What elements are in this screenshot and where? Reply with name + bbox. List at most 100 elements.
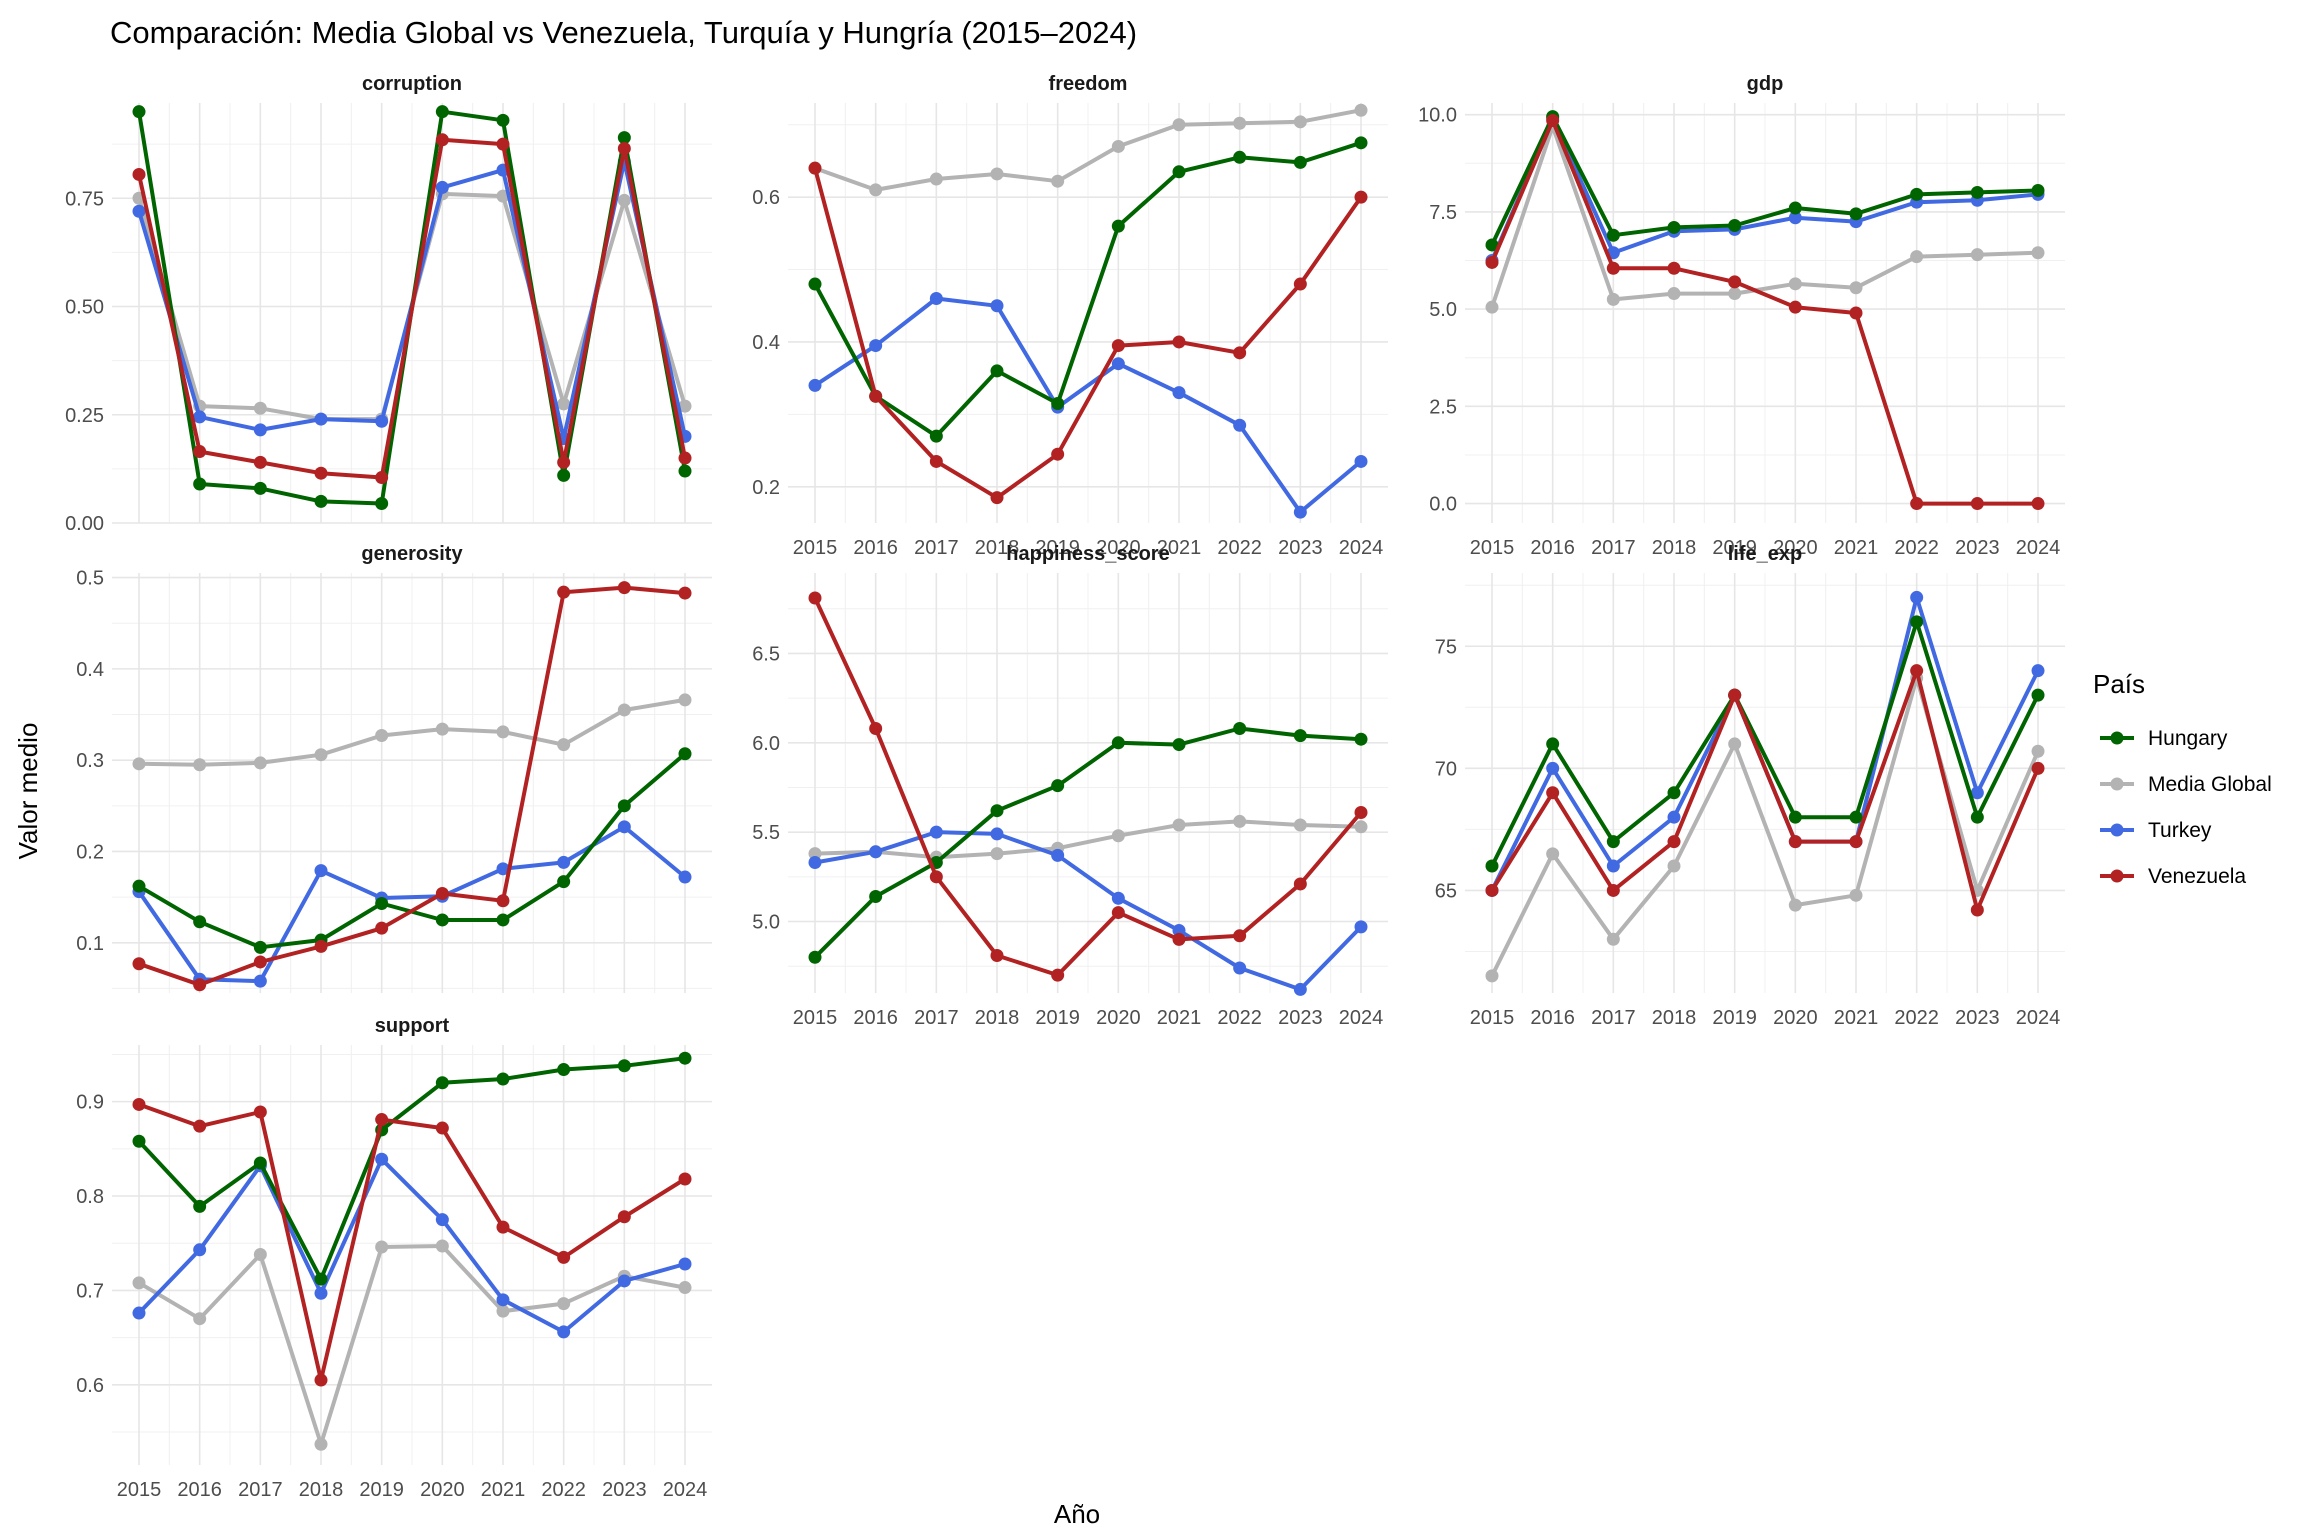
data-point (557, 875, 571, 889)
data-point (1233, 418, 1247, 432)
panel-title: happiness_score (1006, 543, 1169, 565)
data-point (1849, 888, 1863, 902)
data-point (1485, 300, 1499, 314)
data-point (1910, 187, 1924, 201)
data-point (193, 758, 207, 772)
panel-title: support (375, 1015, 450, 1037)
y-tick-label: 5.0 (1429, 299, 1457, 321)
panel-title: life_exp (1728, 543, 1802, 565)
legend-key-point (2110, 869, 2124, 883)
legend-label: Turkey (2148, 819, 2212, 842)
y-tick-label: 0.6 (752, 187, 780, 209)
data-point (1970, 903, 1984, 917)
x-tick-label: 2015 (117, 1479, 162, 1501)
y-tick-label: 0.4 (76, 659, 104, 681)
data-point (193, 915, 207, 929)
data-point (1354, 732, 1368, 746)
x-tick-label: 2018 (975, 1007, 1020, 1029)
panel-grid (1465, 103, 2065, 523)
data-point (253, 756, 267, 770)
data-point (617, 141, 631, 155)
series-line (814, 830, 1363, 992)
data-point (1546, 847, 1560, 861)
data-point (678, 464, 692, 478)
data-point (617, 703, 631, 717)
data-point (435, 1213, 449, 1227)
series-line (1490, 114, 2039, 246)
series-line (1490, 668, 2040, 912)
data-point (2031, 497, 2045, 511)
data-point (1667, 287, 1681, 301)
data-point (1172, 118, 1186, 132)
x-tick-label: 2020 (1096, 1007, 1141, 1029)
panel-grid (112, 573, 712, 993)
data-point (496, 137, 510, 151)
data-point (1667, 810, 1681, 824)
chart-title: Comparación: Media Global vs Venezuela, … (110, 15, 1137, 50)
data-point (132, 757, 146, 771)
data-point (1728, 688, 1742, 702)
data-point (1788, 835, 1802, 849)
data-point (678, 747, 692, 761)
data-point (557, 1325, 571, 1339)
series-media-global (808, 103, 1368, 197)
data-point (808, 277, 822, 291)
panel-title: gdp (1747, 73, 1784, 95)
data-point (808, 950, 822, 964)
data-point (1172, 738, 1186, 752)
x-tick-label: 2018 (1652, 1007, 1697, 1029)
data-point (557, 738, 571, 752)
y-tick-label: 0.75 (65, 188, 104, 210)
x-tick-label: 2019 (1035, 1007, 1080, 1029)
data-point (990, 167, 1004, 181)
data-point (1910, 590, 1924, 604)
data-point (869, 339, 883, 353)
data-point (1485, 859, 1499, 873)
data-point (1970, 248, 1984, 262)
data-point (1111, 891, 1125, 905)
series-turkey (808, 825, 1368, 996)
data-point (1354, 136, 1368, 150)
data-point (808, 378, 822, 392)
data-point (435, 133, 449, 147)
x-tick-label: 2024 (2016, 537, 2061, 559)
data-point (1172, 818, 1186, 832)
x-tick-label: 2022 (541, 1479, 586, 1501)
series-line (138, 585, 686, 987)
y-tick-label: 10.0 (1418, 105, 1457, 127)
x-tick-label: 2021 (1834, 1007, 1879, 1029)
data-point (193, 477, 207, 491)
series-venezuela (1485, 664, 2045, 917)
data-point (1293, 505, 1307, 519)
data-point (1485, 883, 1499, 897)
data-point (1728, 737, 1742, 751)
data-point (678, 1172, 692, 1186)
y-tick-label: 0.0 (1429, 494, 1457, 516)
data-point (435, 1121, 449, 1135)
data-point (435, 1076, 449, 1090)
data-point (557, 455, 571, 469)
x-tick-label: 2016 (853, 537, 898, 559)
series-media-global (808, 814, 1368, 864)
data-point (678, 399, 692, 413)
data-point (1485, 969, 1499, 983)
series-media-global (132, 693, 692, 772)
series-venezuela (808, 161, 1368, 505)
x-tick-label: 2020 (1773, 537, 1818, 559)
data-point (1910, 615, 1924, 629)
data-point (1293, 115, 1307, 129)
data-point (1788, 300, 1802, 314)
data-point (617, 799, 631, 813)
data-point (1354, 190, 1368, 204)
data-point (869, 721, 883, 735)
data-point (1667, 220, 1681, 234)
x-tick-label: 2017 (914, 1007, 959, 1029)
data-point (1728, 287, 1742, 301)
data-point (990, 364, 1004, 378)
x-tick-label: 2022 (1894, 1007, 1939, 1029)
data-point (1233, 116, 1247, 130)
y-tick-label: 75 (1435, 636, 1457, 658)
data-point (375, 897, 389, 911)
x-tick-label: 2022 (1217, 537, 1262, 559)
data-point (1546, 114, 1560, 127)
